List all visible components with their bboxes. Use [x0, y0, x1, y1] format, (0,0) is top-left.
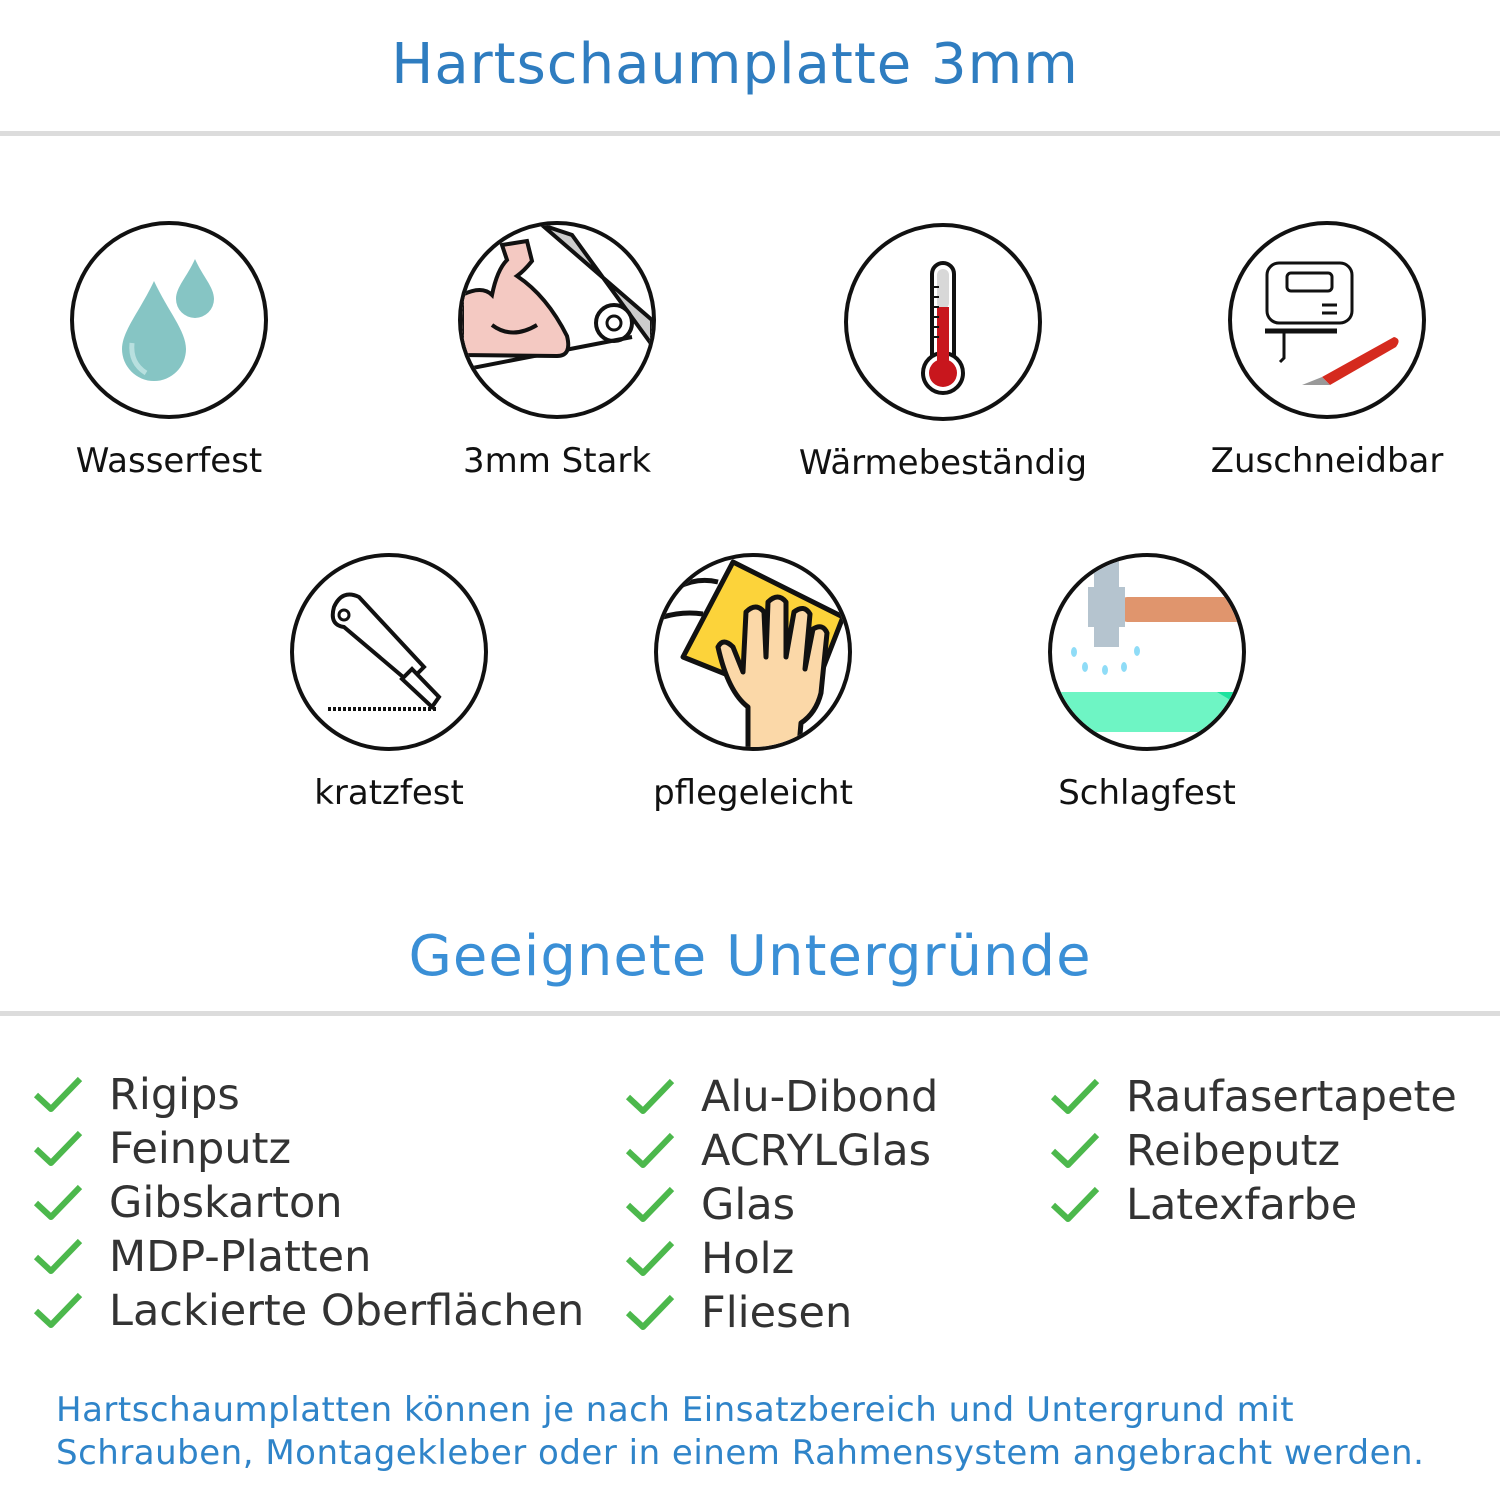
water-drops-icon	[70, 221, 268, 419]
list-item: Gibskarton	[33, 1176, 584, 1230]
feature-label: pflegeleicht	[653, 773, 853, 813]
checkmark-icon	[625, 1078, 675, 1114]
checkmark-icon	[625, 1186, 675, 1222]
checkmark-icon	[33, 1292, 83, 1328]
list-item-label: ACRYLGlas	[701, 1126, 932, 1176]
list-item: Glas	[625, 1178, 938, 1232]
feature-wasserfest: Wasserfest	[0, 221, 359, 481]
surface-list-3: Raufasertapete Reibeputz Latexfarbe	[1050, 1070, 1457, 1232]
list-item-label: Lackierte Oberflächen	[109, 1286, 585, 1336]
list-item: ACRYLGlas	[625, 1124, 938, 1178]
thermometer-icon	[844, 223, 1042, 421]
feature-pflegeleicht: pflegeleicht	[563, 553, 943, 813]
list-item-label: Holz	[701, 1234, 795, 1284]
jigsaw-knife-icon	[1228, 221, 1426, 419]
feature-3mm-stark: 3mm Stark	[367, 221, 747, 481]
mounting-note: Hartschaumplatten können je nach Einsatz…	[56, 1389, 1424, 1475]
feature-kratzfest: kratzfest	[199, 553, 579, 813]
list-item: Lackierte Oberflächen	[33, 1284, 584, 1338]
checkmark-icon	[1050, 1132, 1100, 1168]
list-item-label: Feinputz	[109, 1124, 292, 1174]
list-item-label: Rigips	[109, 1070, 240, 1120]
feature-label: kratzfest	[314, 773, 464, 813]
checkmark-icon	[1050, 1078, 1100, 1114]
divider	[0, 131, 1500, 136]
feature-zuschneidbar: Zuschneidbar	[1137, 221, 1500, 481]
cutter-knife-icon	[290, 553, 488, 751]
list-item-label: Raufasertapete	[1126, 1072, 1457, 1122]
feature-label: 3mm Stark	[462, 441, 652, 481]
checkmark-icon	[625, 1240, 675, 1276]
checkmark-icon	[33, 1184, 83, 1220]
list-item-label: Alu-Dibond	[701, 1072, 939, 1122]
list-item-label: Fliesen	[701, 1288, 853, 1338]
divider	[0, 1011, 1500, 1016]
feature-label: Wasserfest	[75, 441, 263, 481]
section-title: Geeignete Untergründe	[408, 924, 1092, 989]
list-item: Alu-Dibond	[625, 1070, 938, 1124]
list-item: Raufasertapete	[1050, 1070, 1457, 1124]
hand-cloth-icon	[654, 553, 852, 751]
mounting-note-line-1: Hartschaumplatten können je nach Einsatz…	[56, 1390, 1295, 1430]
list-item-label: Latexfarbe	[1126, 1180, 1358, 1230]
list-item-label: Glas	[701, 1180, 796, 1230]
feature-label: Zuschneidbar	[1210, 441, 1444, 481]
checkmark-icon	[33, 1130, 83, 1166]
mounting-note-line-2: Schrauben, Montagekleber oder in einem R…	[56, 1433, 1425, 1473]
hammer-icon	[1048, 553, 1246, 751]
strong-arm-icon	[458, 221, 656, 419]
list-item: Feinputz	[33, 1122, 584, 1176]
list-item-label: MDP-Platten	[109, 1232, 372, 1282]
checkmark-icon	[33, 1238, 83, 1274]
feature-label: Wärmebeständig	[798, 443, 1088, 483]
checkmark-icon	[33, 1076, 83, 1112]
list-item-label: Gibskarton	[109, 1178, 343, 1228]
feature-waermebestaendig: Wärmebeständig	[753, 223, 1133, 483]
list-item: Latexfarbe	[1050, 1178, 1457, 1232]
surface-list-1: Rigips Feinputz Gibskarton MDP-Platten Lacki…	[33, 1068, 584, 1338]
feature-schlagfest: Schlagfest	[957, 553, 1337, 813]
surface-list-2: Alu-Dibond ACRYLGlas Glas Holz Fliesen	[625, 1070, 938, 1340]
checkmark-icon	[625, 1132, 675, 1168]
list-item: Holz	[625, 1232, 938, 1286]
list-item: Rigips	[33, 1068, 584, 1122]
checkmark-icon	[625, 1294, 675, 1330]
list-item: Reibeputz	[1050, 1124, 1457, 1178]
list-item-label: Reibeputz	[1126, 1126, 1341, 1176]
checkmark-icon	[1050, 1186, 1100, 1222]
feature-label: Schlagfest	[1058, 773, 1236, 813]
list-item: MDP-Platten	[33, 1230, 584, 1284]
list-item: Fliesen	[625, 1286, 938, 1340]
page-title: Hartschaumplatte 3mm	[391, 32, 1079, 97]
